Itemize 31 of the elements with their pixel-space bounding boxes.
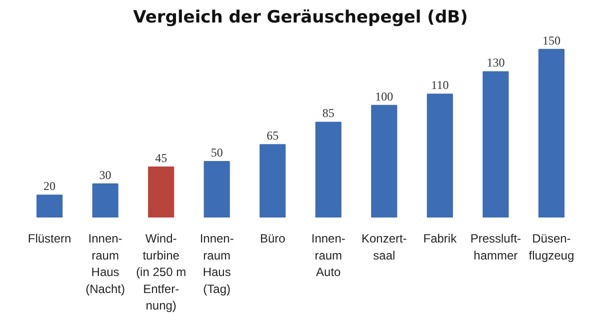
data-label: 110 [431, 78, 449, 92]
bar [260, 144, 286, 218]
bar [315, 122, 342, 218]
data-label: 85 [322, 106, 334, 120]
data-label: 65 [266, 128, 279, 143]
bar [538, 48, 565, 218]
bar [148, 166, 174, 218]
chart-title: Vergleich der Geräuschepegel (dB) [133, 8, 468, 28]
data-label: 45 [155, 151, 168, 166]
x-tick-label: Pressluft- hammer [470, 232, 522, 262]
x-tick-label: Düsen- flugzeug [528, 232, 574, 262]
x-tick-label: Büro [260, 232, 286, 246]
x-tick-label: Innen- raum Haus (Tag) [200, 232, 234, 296]
x-tick-label: Innen- raum Haus (Nacht) [86, 232, 125, 296]
x-tick-label: Flüstern [28, 232, 72, 246]
x-tick-label: Wind- turbine (in 250 m Entfer- nung) [136, 232, 186, 313]
bar [482, 71, 509, 218]
data-label: 100 [375, 89, 394, 104]
bar [426, 94, 453, 218]
bar [204, 160, 230, 218]
bar [371, 104, 398, 218]
data-label: 130 [486, 56, 505, 70]
x-tick-label: Innen- raum Auto [311, 232, 346, 280]
bar [36, 194, 63, 218]
data-label: 20 [44, 179, 56, 194]
data-label: 30 [99, 168, 112, 182]
data-label: 150 [542, 33, 560, 48]
bar [92, 183, 118, 218]
x-tick-label: Konzert- saal [361, 232, 407, 262]
data-label: 50 [210, 145, 223, 160]
x-tick-label: Fabrik [423, 232, 458, 246]
